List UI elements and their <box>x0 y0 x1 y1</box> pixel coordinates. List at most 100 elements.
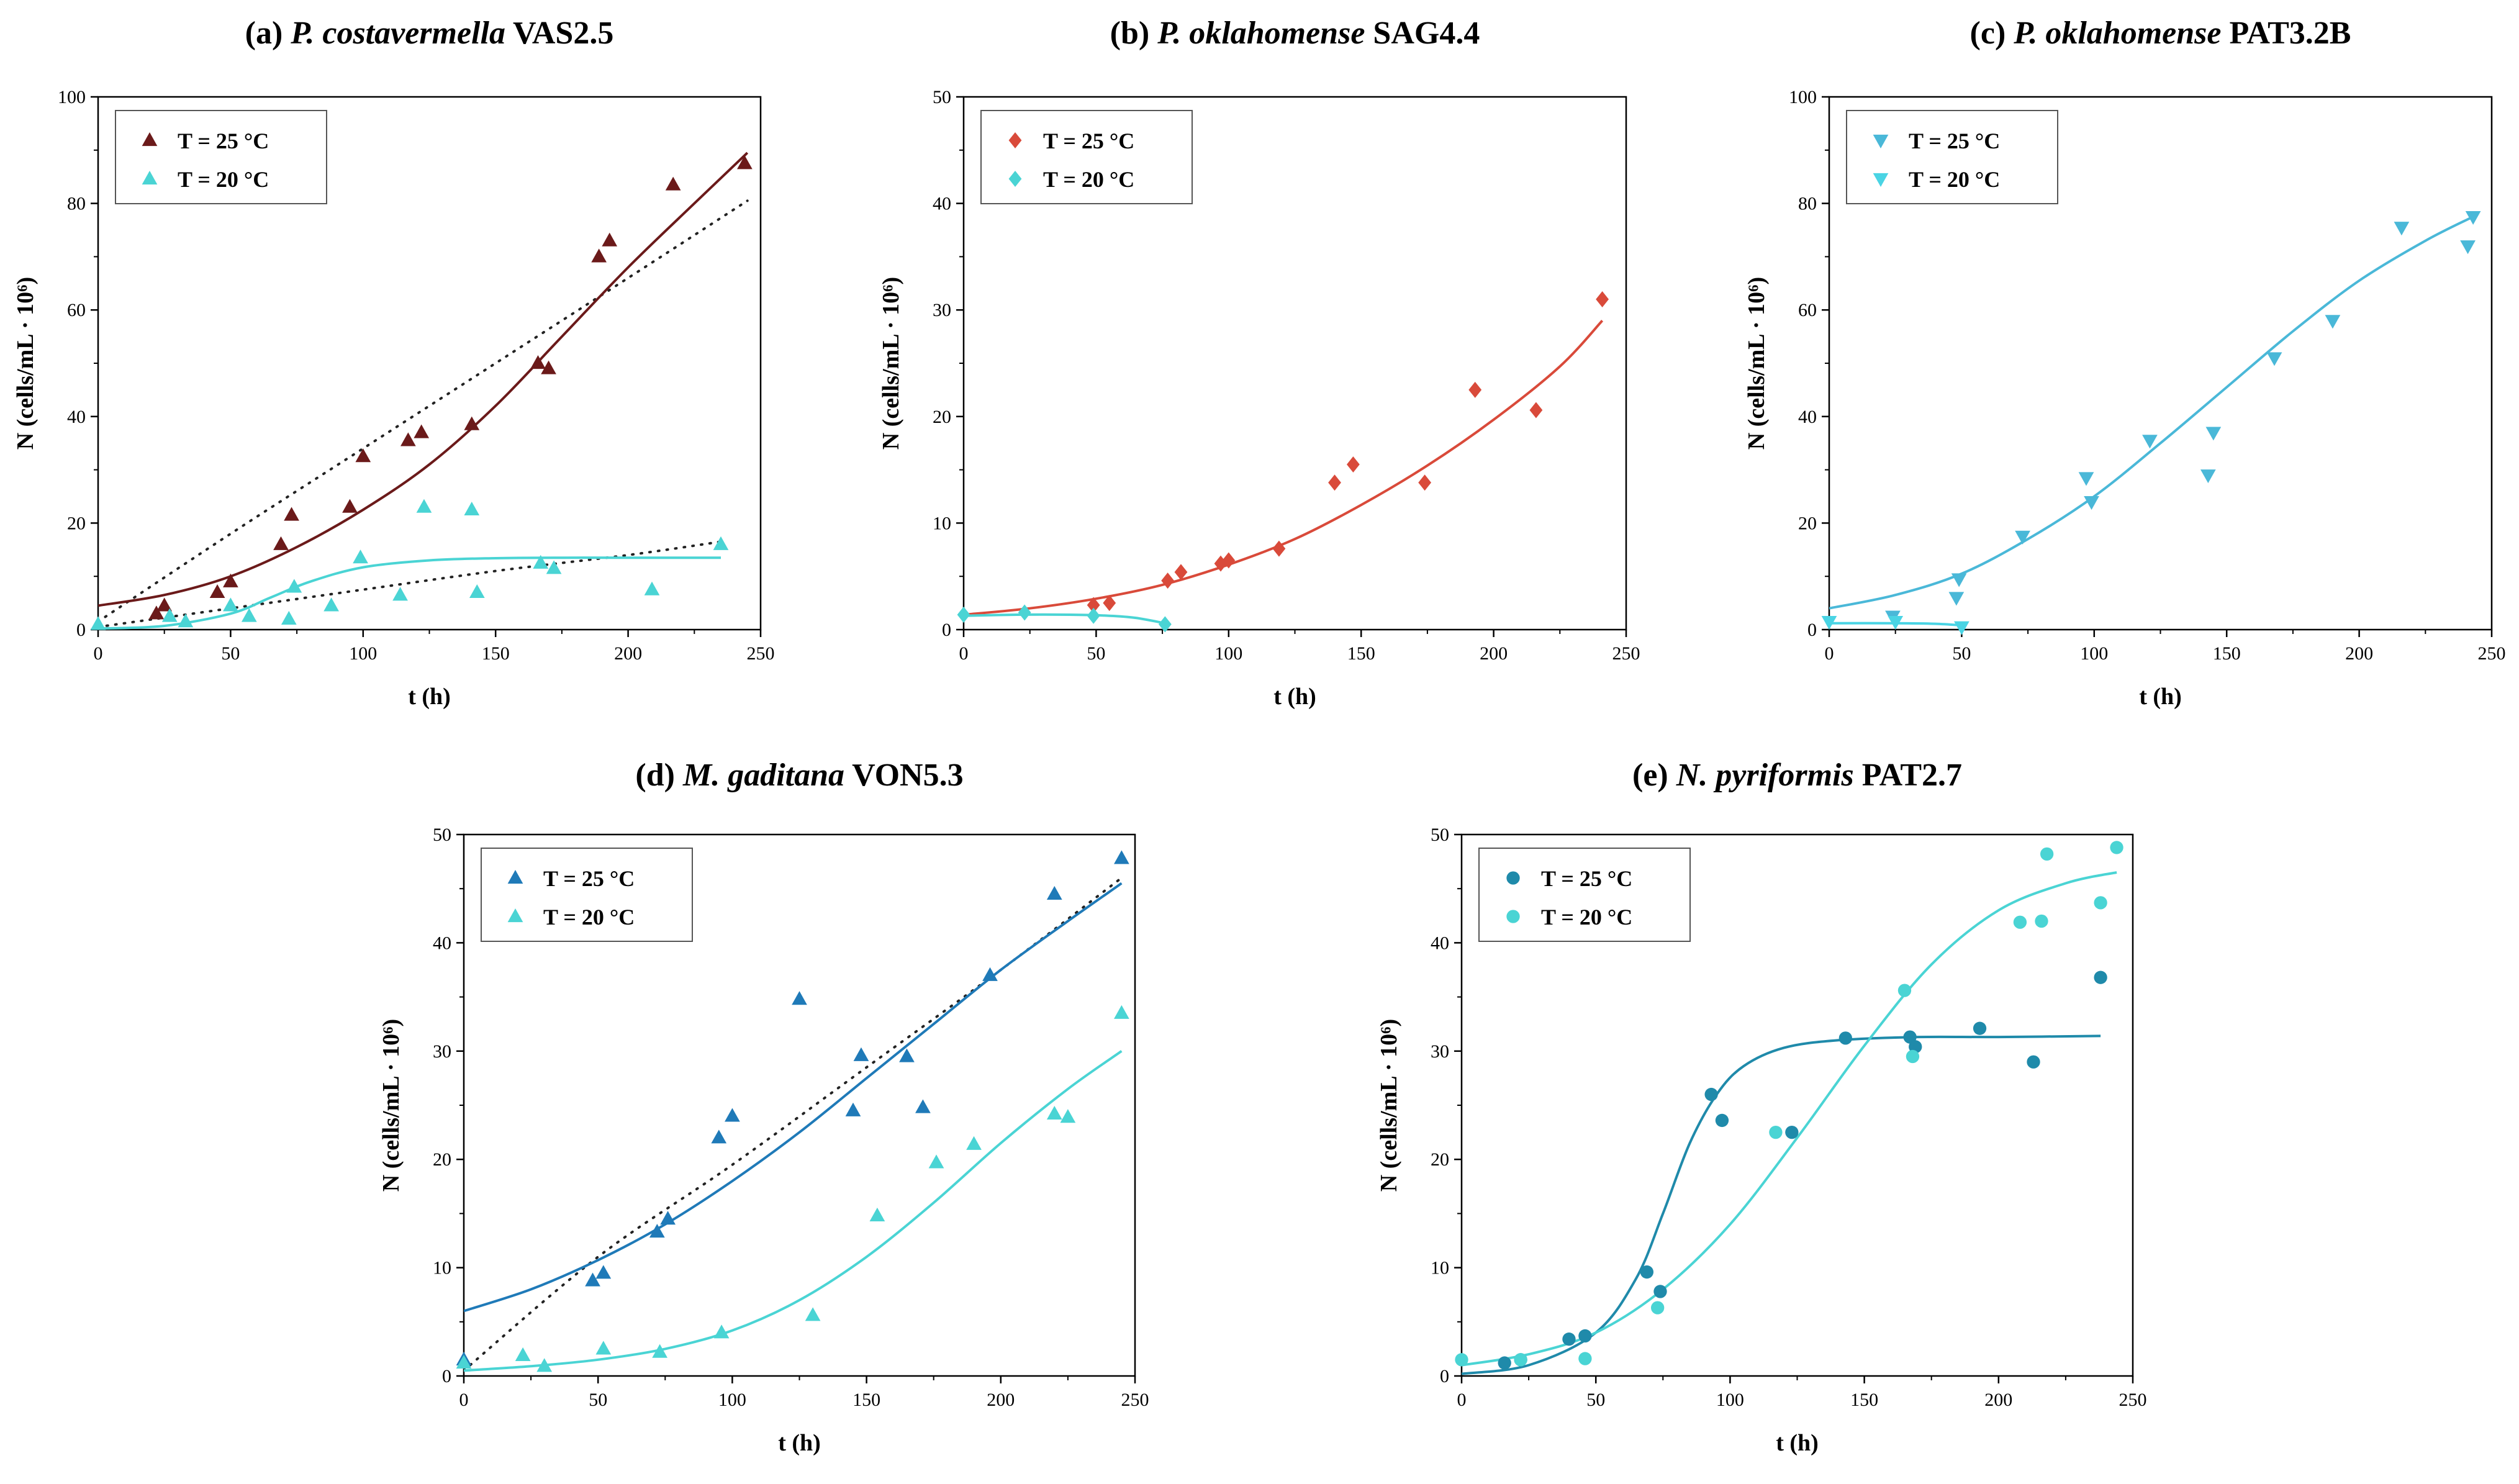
x-tick-label: 150 <box>2213 643 2241 664</box>
data-point-series-2 <box>1114 1005 1129 1019</box>
data-point-series-1 <box>982 967 998 981</box>
x-tick-label: 0 <box>94 643 103 664</box>
data-point-series-1 <box>1468 381 1482 398</box>
y-tick-label: 60 <box>67 300 86 320</box>
panel-e: (e) N. pyriformis PAT2.7 0 50 100 150 200 250 0… <box>1376 758 2147 1456</box>
legend-label-series-2: T = 20 °C <box>1043 167 1134 192</box>
x-tick-label: 150 <box>1347 643 1375 664</box>
y-tick-label: 30 <box>433 1041 451 1062</box>
data-point-series-2 <box>469 584 485 599</box>
data-point-series-2 <box>456 1355 472 1369</box>
dotted-fit-line-series-2 <box>98 540 722 628</box>
y-tick-label: 100 <box>58 87 86 107</box>
x-axis-label: t (h) <box>1273 684 1316 710</box>
data-point-series-1 <box>355 448 371 463</box>
data-point-series-2 <box>1821 616 1837 630</box>
data-point-series-1 <box>585 1272 600 1287</box>
data-point-series-1 <box>1653 1285 1667 1298</box>
data-point-series-1 <box>2394 222 2410 236</box>
data-point-series-1 <box>602 232 618 247</box>
data-point-series-1 <box>2142 435 2158 449</box>
data-point-series-1 <box>284 507 299 521</box>
y-axis-label: N (cells/mL · 10⁶) <box>378 1019 404 1192</box>
data-point-series-1 <box>1596 291 1609 308</box>
data-point-series-2 <box>241 608 257 622</box>
data-point-series-2 <box>1897 984 1912 997</box>
panel-b: (b) P. oklahomense SAG4.40 50 100 150 200 250… <box>878 16 1640 710</box>
data-point-series-1 <box>342 499 358 513</box>
data-point-series-2 <box>928 1154 944 1169</box>
data-point-series-1 <box>2205 427 2222 441</box>
data-point-series-1 <box>1951 573 1967 587</box>
data-point-series-1 <box>915 1099 931 1113</box>
legend-marker-series-2 <box>1873 173 1889 187</box>
x-axis-label: t (h) <box>778 1430 821 1456</box>
dotted-fit-line-series-1 <box>464 876 1123 1372</box>
data-point-series-2 <box>2035 914 2048 928</box>
data-point-series-2 <box>416 499 432 513</box>
data-point-series-1 <box>1087 597 1100 613</box>
y-tick-label: 80 <box>1798 194 1817 214</box>
y-axis-label: N (cells/mL · 10⁶) <box>878 277 904 450</box>
panel-title-d: (d) M. gaditana VON5.3 <box>635 758 963 793</box>
panel-title-e: (e) N. pyriformis PAT2.7 <box>1632 758 1962 793</box>
data-point-series-1 <box>2078 472 2094 486</box>
data-point-series-2 <box>966 1136 982 1150</box>
y-tick-label: 40 <box>1798 407 1817 427</box>
data-point-series-1 <box>1640 1265 1654 1279</box>
data-point-series-2 <box>392 587 408 601</box>
data-point-series-2 <box>1954 621 1970 635</box>
data-point-series-2 <box>90 616 106 630</box>
data-point-series-1 <box>845 1102 861 1116</box>
data-point-series-1 <box>223 573 238 587</box>
data-point-series-1 <box>1174 564 1188 581</box>
data-point-series-1 <box>273 536 289 550</box>
data-point-series-1 <box>1529 402 1543 419</box>
data-point-series-2 <box>1455 1353 1468 1367</box>
data-point-series-1 <box>1578 1329 1592 1343</box>
data-point-series-2 <box>533 554 549 569</box>
data-point-series-2 <box>1087 607 1100 624</box>
panel-d: (d) M. gaditana VON5.3 0 50 100 150 200 250 0 10… <box>378 758 1149 1456</box>
data-point-series-2 <box>546 560 562 574</box>
legend-marker-series-2 <box>507 908 523 923</box>
y-tick-label: 10 <box>1431 1258 1449 1278</box>
x-tick-label: 150 <box>1850 1390 1878 1410</box>
y-tick-label: 20 <box>1798 513 1817 533</box>
data-point-series-1 <box>1103 595 1116 612</box>
fit-line-series-1 <box>98 152 749 607</box>
y-tick-label: 10 <box>433 1258 451 1278</box>
x-tick-label: 100 <box>2080 643 2108 664</box>
data-point-series-1 <box>725 1108 740 1122</box>
data-point-series-2 <box>2013 915 2027 929</box>
legend-marker-series-1 <box>1873 134 1889 148</box>
data-point-series-1 <box>1562 1332 1576 1346</box>
data-point-series-2 <box>957 606 970 623</box>
data-point-series-1 <box>464 416 480 430</box>
y-tick-label: 40 <box>1431 933 1449 953</box>
data-point-series-1 <box>209 584 225 599</box>
data-point-series-1 <box>1715 1113 1729 1128</box>
legend-marker-series-1 <box>142 132 158 147</box>
legend-marker-series-1 <box>1008 132 1022 148</box>
data-point-series-2 <box>1158 616 1172 633</box>
legend-box <box>1478 848 1691 942</box>
fit-line-series-2 <box>1829 622 1962 627</box>
y-axis-label: N (cells/mL · 10⁶) <box>1376 1019 1402 1192</box>
data-point-series-1 <box>1704 1087 1718 1102</box>
x-tick-label: 100 <box>349 643 377 664</box>
legend-box <box>1846 110 2058 204</box>
data-point-series-1 <box>2015 530 2030 545</box>
data-point-series-1 <box>853 1047 869 1061</box>
fit-line-series-1 <box>1462 1034 2101 1375</box>
data-point-series-2 <box>281 610 297 625</box>
y-tick-label: 60 <box>1798 300 1817 320</box>
x-axis-label: t (h) <box>1776 1430 1819 1456</box>
x-tick-label: 50 <box>1087 643 1105 664</box>
legend-label-series-1: T = 25 °C <box>543 866 635 891</box>
y-axis-label: N (cells/mL · 10⁶) <box>1743 277 1770 450</box>
x-tick-label: 50 <box>1952 643 1971 664</box>
legend-box <box>115 110 327 204</box>
y-tick-label: 0 <box>442 1366 451 1387</box>
